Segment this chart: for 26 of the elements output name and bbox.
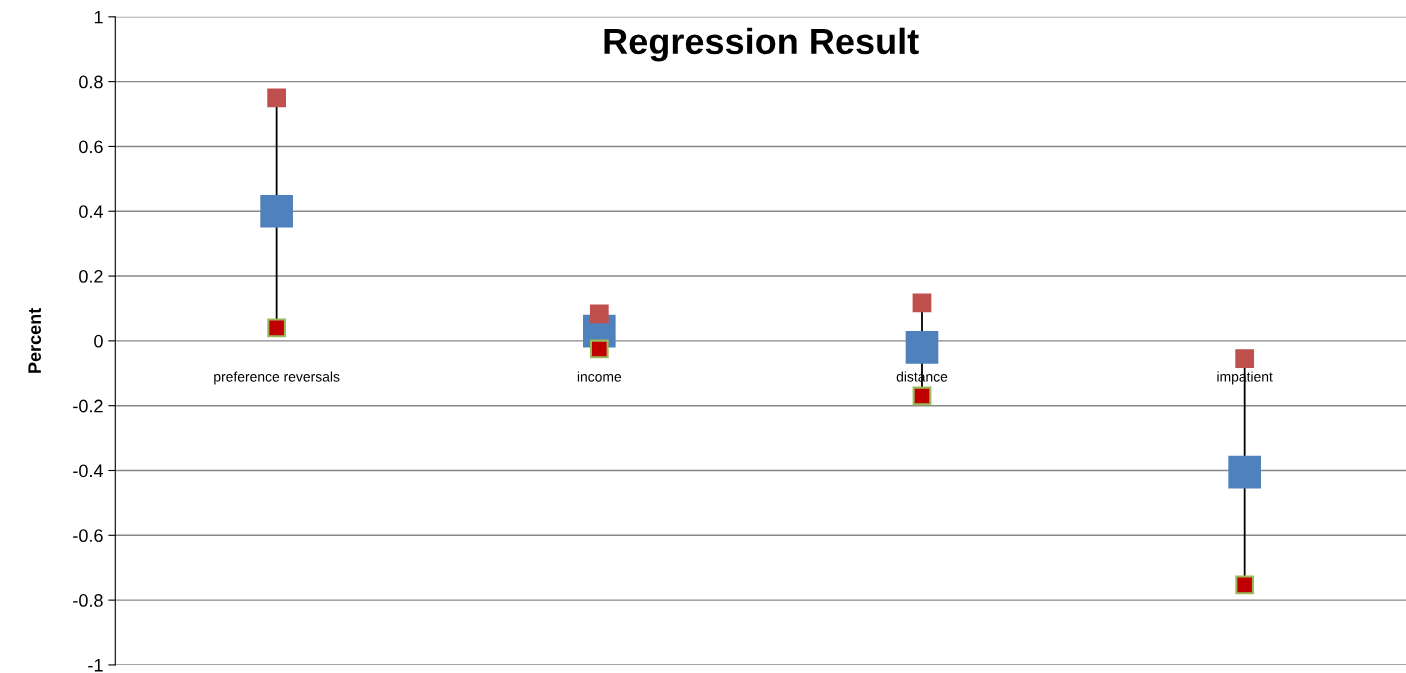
point <box>267 318 286 338</box>
y-tick-label: 0.8 <box>79 75 103 89</box>
y-tick-label: -0.2 <box>73 399 103 413</box>
point <box>260 194 293 228</box>
x-tick-label: preference reversals <box>214 371 340 385</box>
y-axis-title: Percent <box>28 307 42 373</box>
y-tick-label: -0.8 <box>73 594 103 607</box>
point <box>912 293 932 313</box>
y-tick-label: -0.6 <box>73 529 103 543</box>
y-tick-label: 0.2 <box>79 270 103 283</box>
y-tick-label: 1 <box>94 10 103 24</box>
point <box>912 386 932 406</box>
point <box>267 88 286 108</box>
point <box>1228 455 1261 489</box>
y-tick-label: 0.6 <box>79 140 103 154</box>
y-tick-label: -0.4 <box>73 464 103 478</box>
y-tick-label: -1 <box>88 659 103 672</box>
y-tick-label: 0 <box>94 334 103 348</box>
point <box>905 331 939 364</box>
x-tick-label: income <box>577 371 622 382</box>
point <box>589 304 609 324</box>
chart-title: Regression Result <box>604 27 919 62</box>
point <box>1235 575 1255 595</box>
point <box>1235 349 1255 369</box>
y-tick-label: 0.4 <box>79 205 103 218</box>
point <box>589 339 609 359</box>
